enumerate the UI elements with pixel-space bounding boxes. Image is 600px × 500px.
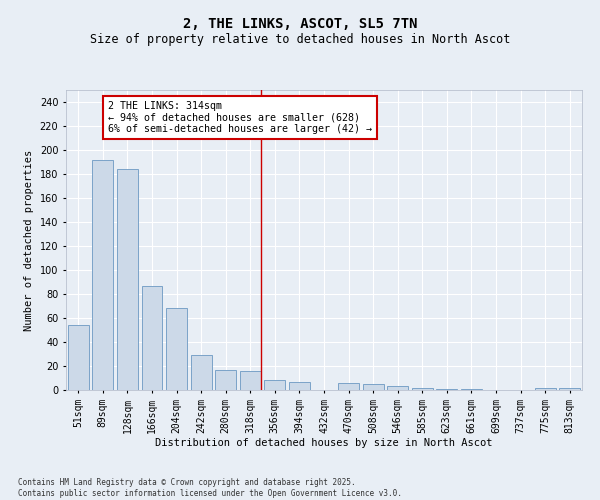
Text: Size of property relative to detached houses in North Ascot: Size of property relative to detached ho… (90, 32, 510, 46)
Bar (117, 169, 138, 390)
Text: 2, THE LINKS, ASCOT, SL5 7TN: 2, THE LINKS, ASCOT, SL5 7TN (183, 18, 417, 32)
Bar (142, 286, 163, 390)
Bar (68, 325, 89, 390)
Bar (559, 388, 580, 390)
Bar (338, 383, 359, 390)
Text: Contains HM Land Registry data © Crown copyright and database right 2025.
Contai: Contains HM Land Registry data © Crown c… (18, 478, 402, 498)
Bar (265, 380, 286, 390)
Bar (289, 382, 310, 390)
Bar (362, 384, 383, 390)
Bar (412, 388, 433, 390)
Bar (535, 388, 556, 390)
Text: 2 THE LINKS: 314sqm
← 94% of detached houses are smaller (628)
6% of semi-detach: 2 THE LINKS: 314sqm ← 94% of detached ho… (108, 101, 372, 134)
Bar (461, 389, 482, 390)
Bar (240, 371, 261, 390)
Bar (92, 160, 113, 390)
Bar (436, 389, 457, 390)
Bar (191, 355, 212, 390)
X-axis label: Distribution of detached houses by size in North Ascot: Distribution of detached houses by size … (155, 438, 493, 448)
Bar (166, 308, 187, 390)
Bar (387, 386, 408, 390)
Bar (215, 370, 236, 390)
Y-axis label: Number of detached properties: Number of detached properties (24, 150, 34, 330)
